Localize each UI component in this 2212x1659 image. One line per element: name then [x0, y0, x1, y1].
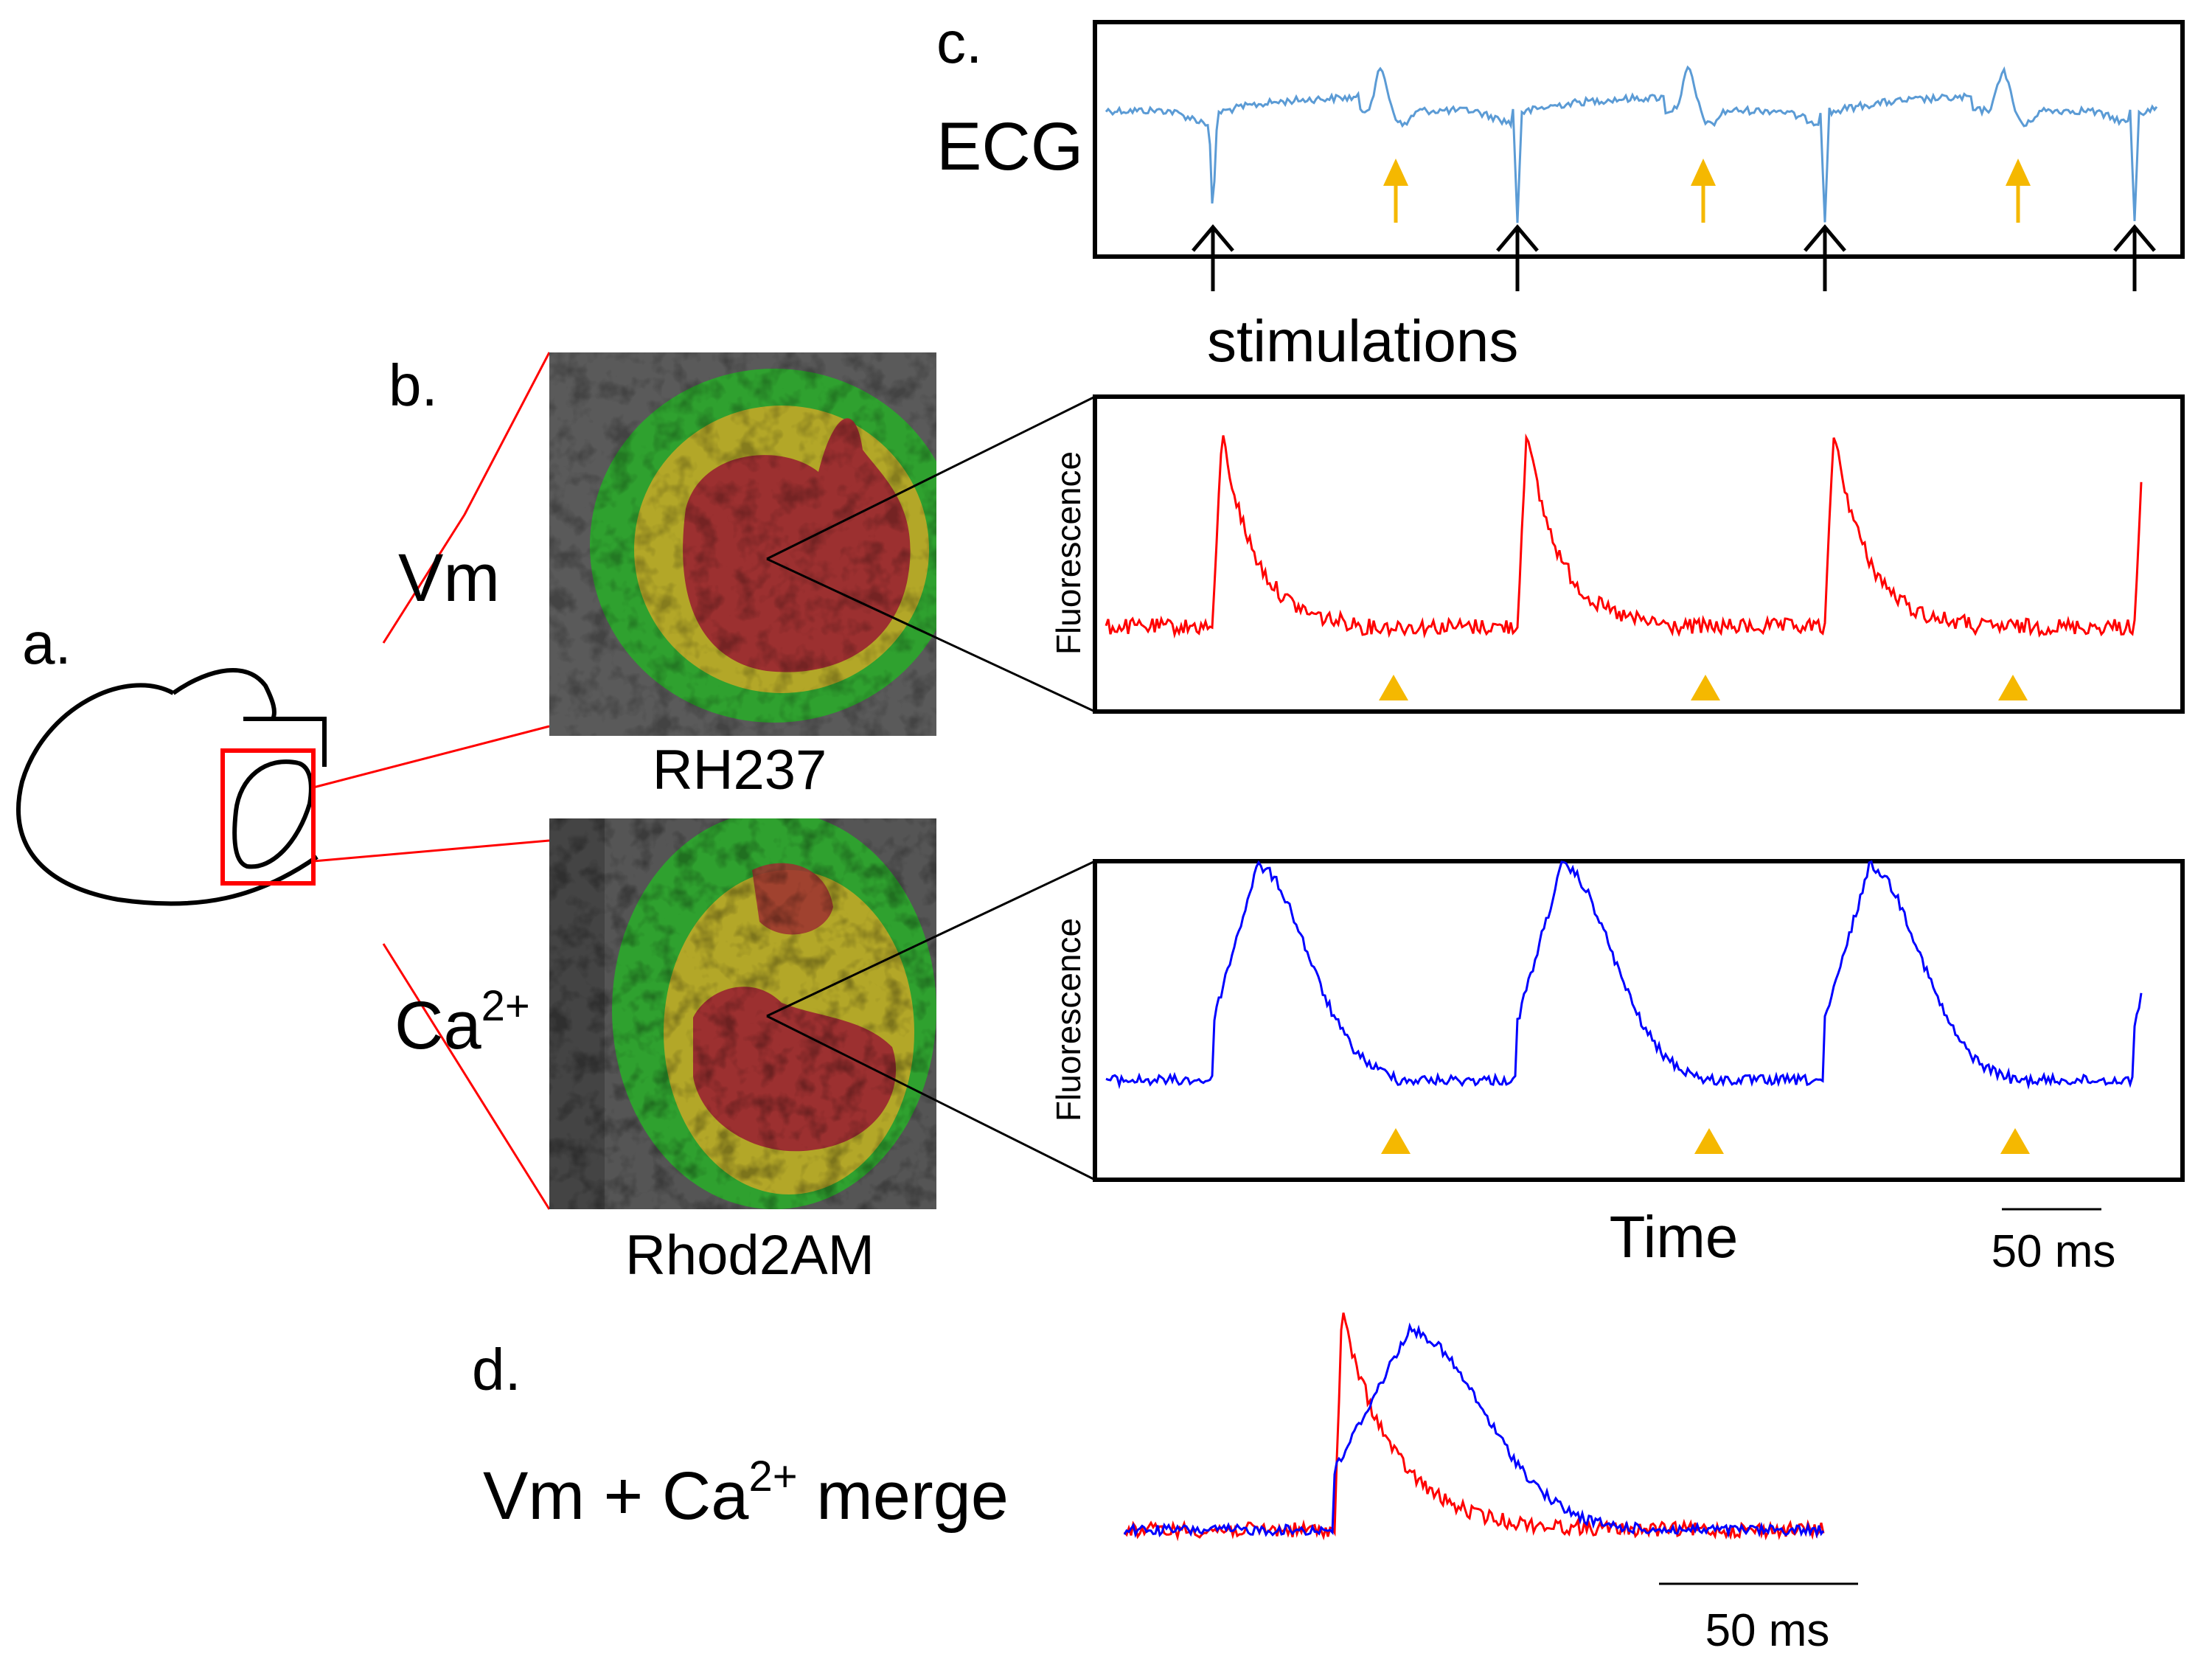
merge-label: Vm + Ca2+ merge — [483, 1453, 1009, 1534]
yellow-triangle-icon — [1379, 675, 1408, 700]
heart-outline-icon — [16, 668, 327, 906]
label-d: d. — [472, 1337, 521, 1402]
stimulation-arrow-icon — [1496, 224, 1539, 291]
merge-ca-trace — [1123, 1322, 1825, 1539]
fluorescence-axis-label-ca: Fluorescence — [1049, 918, 1088, 1121]
zoom-lines — [766, 395, 1096, 1181]
stimulation-arrow-icon — [2113, 224, 2156, 291]
red-connector-lines — [313, 352, 551, 1210]
yellow-arrow-icon — [1691, 159, 1716, 223]
scale-label-merge: 50 ms — [1705, 1605, 1830, 1656]
yellow-arrow-icon — [1383, 159, 1408, 223]
rhod2am-map — [549, 818, 936, 1209]
yellow-triangle-icon — [2000, 1128, 2030, 1154]
label-a: a. — [22, 611, 72, 676]
vm-trace-panel — [1093, 394, 2185, 714]
yellow-arrow-icon — [2006, 159, 2031, 223]
ca-label: Ca2+ — [394, 982, 530, 1063]
merge-vm-trace — [1123, 1312, 1825, 1542]
stimulation-arrows — [1192, 224, 2156, 291]
ca-trace — [1105, 860, 2143, 1090]
stimulations-label: stimulations — [1207, 308, 1518, 374]
yellow-triangle-icon — [1381, 1128, 1411, 1154]
fluorescence-axis-label-vm: Fluorescence — [1049, 451, 1088, 655]
selection-box — [220, 748, 316, 886]
rh237-map — [549, 352, 936, 736]
stimulation-arrow-icon — [1192, 224, 1234, 291]
time-label: Time — [1610, 1204, 1739, 1270]
ca-trace-panel — [1093, 859, 2185, 1182]
yellow-arrows — [1383, 159, 2031, 223]
rhod2am-label: Rhod2AM — [625, 1224, 874, 1287]
yellow-triangle-icon — [1998, 675, 2028, 700]
ecg-trace — [1105, 65, 2158, 223]
vm-label: Vm — [398, 540, 500, 616]
yellow-triangle-icon — [1691, 675, 1720, 700]
ecg-label: ECG — [936, 109, 1083, 184]
ecg-panel — [1093, 20, 2185, 259]
label-b: b. — [389, 352, 438, 418]
stimulation-arrow-icon — [1804, 224, 1846, 291]
vm-trace — [1105, 433, 2143, 639]
rh237-label: RH237 — [653, 739, 827, 801]
scale-label-main: 50 ms — [1992, 1226, 2116, 1277]
yellow-triangle-icon — [1694, 1128, 1724, 1154]
yellow-markers — [1379, 675, 2030, 1154]
label-c: c. — [936, 10, 982, 75]
